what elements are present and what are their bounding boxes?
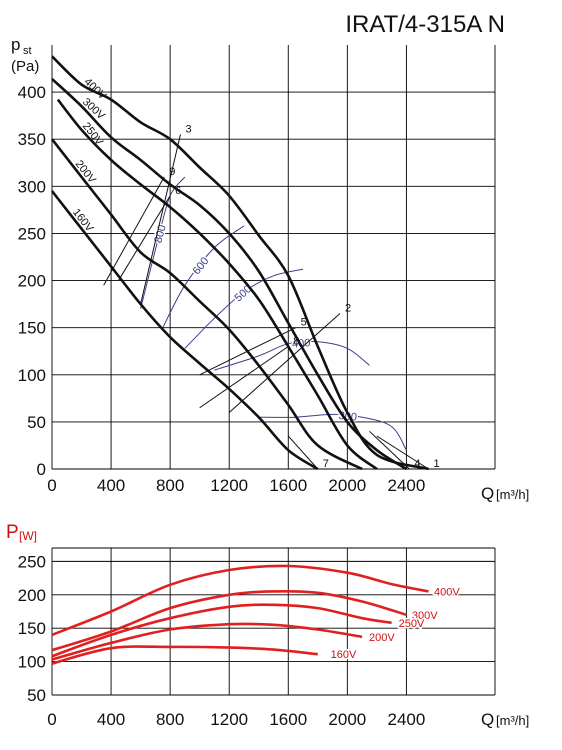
system-line-label: 7 <box>323 458 329 470</box>
x-axis-unit: [m³/h] <box>496 713 529 728</box>
power-curve-label: 160V <box>331 649 357 661</box>
fan-curve <box>51 55 429 471</box>
iso-curve <box>214 340 370 371</box>
x-axis-label: Q <box>481 484 494 503</box>
y-tick-label: 200 <box>18 586 46 605</box>
fan-curve <box>50 190 319 471</box>
system-line-label: 4 <box>414 458 420 470</box>
x-tick-label: 0 <box>47 710 56 729</box>
system-line <box>369 430 410 470</box>
system-line-label: 3 <box>185 124 191 136</box>
iso-curve <box>184 268 304 349</box>
y-axis-label: P <box>6 522 19 543</box>
power-chart: 0 400 800 1200 1600 2000 2400 50 100 150 200 250 P [W… <box>6 522 529 729</box>
power-curve <box>51 622 363 661</box>
chart-title: IRAT/4-315A N <box>345 11 505 38</box>
system-line <box>140 134 181 305</box>
x-tick-label: 1600 <box>269 476 307 495</box>
x-tick-label: 2400 <box>387 710 425 729</box>
power-curve <box>51 645 318 665</box>
y-axis-label-subscript: st <box>23 45 32 57</box>
power-curve-label: 250V <box>399 618 425 630</box>
power-curve-label: 400V <box>434 586 460 598</box>
y-axis-label: p <box>11 35 20 54</box>
power-curve <box>51 603 392 658</box>
pressure-chart: 0 400 800 1200 1600 2000 240005010015020025030… <box>11 35 529 503</box>
y-tick-label: 0 <box>37 460 46 479</box>
x-tick-label: 400 <box>97 476 125 495</box>
x-tick-label: 2000 <box>328 476 366 495</box>
power-curve-label: 300V <box>412 610 438 622</box>
x-tick-label: 0 <box>47 476 56 495</box>
x-tick-label: 1200 <box>210 476 248 495</box>
y-tick-label: 300 <box>18 177 46 196</box>
y-tick-label: 350 <box>18 130 46 149</box>
system-line <box>228 313 341 413</box>
iso-curve-label: 800 <box>152 224 168 245</box>
y-axis-unit: (Pa) <box>11 58 39 75</box>
y-tick-label: 150 <box>18 319 46 338</box>
system-line-label: 5 <box>301 317 307 329</box>
power-curve <box>51 589 407 652</box>
y-tick-label: 250 <box>18 552 46 571</box>
iso-curve-label: 600 <box>191 255 212 277</box>
y-tick-label: 100 <box>18 366 46 385</box>
system-line-label: 2 <box>345 303 351 315</box>
fan-curve <box>51 77 408 471</box>
system-line <box>199 346 289 409</box>
iso-curve <box>140 176 186 309</box>
x-tick-label: 800 <box>156 710 184 729</box>
system-line-label: 8 <box>293 336 299 348</box>
system-line <box>118 195 171 281</box>
system-line-label: 1 <box>434 458 440 470</box>
system-line <box>376 435 429 470</box>
power-curve <box>51 564 429 637</box>
y-tick-label: 250 <box>18 224 46 243</box>
y-tick-label: 100 <box>18 653 46 672</box>
y-tick-label: 50 <box>27 413 46 432</box>
x-tick-label: 1600 <box>269 710 307 729</box>
fan-curve <box>56 98 378 471</box>
x-axis-label: Q <box>481 710 494 729</box>
y-tick-label: 200 <box>18 272 46 291</box>
fan-curve-label: 250V <box>80 120 106 148</box>
y-tick-label: 400 <box>18 83 46 102</box>
x-axis-unit: [m³/h] <box>496 487 529 502</box>
fan-curve <box>50 138 363 471</box>
power-curve-label: 200V <box>369 632 395 644</box>
system-line <box>287 435 319 470</box>
iso-curve-label: 500 <box>233 283 255 304</box>
x-tick-label: 1200 <box>210 710 248 729</box>
x-tick-label: 2400 <box>387 476 425 495</box>
y-axis-label-subscript: [W] <box>19 529 37 543</box>
x-tick-label: 800 <box>156 476 184 495</box>
y-tick-label: 50 <box>27 686 46 705</box>
x-tick-label: 400 <box>97 710 125 729</box>
system-line-label: 9 <box>169 166 175 178</box>
x-tick-label: 2000 <box>328 710 366 729</box>
y-tick-label: 150 <box>18 619 46 638</box>
